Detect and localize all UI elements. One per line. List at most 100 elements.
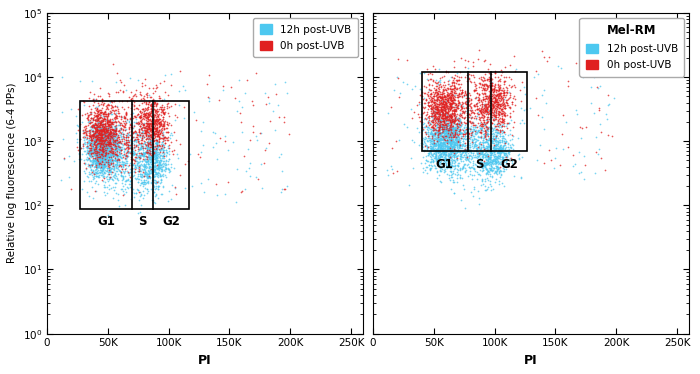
Point <box>437 92 448 98</box>
Point <box>446 119 457 125</box>
Point <box>92 130 104 136</box>
Point <box>99 116 110 122</box>
Point <box>439 142 450 148</box>
Point <box>102 134 113 140</box>
Point <box>134 183 146 188</box>
Point <box>406 155 417 161</box>
Point <box>414 118 426 124</box>
Point <box>447 100 458 106</box>
Point <box>430 145 441 151</box>
Point <box>93 116 104 122</box>
Point <box>99 151 110 157</box>
Point <box>437 115 448 121</box>
Point <box>435 152 446 158</box>
Point <box>475 150 486 156</box>
Point <box>456 82 467 88</box>
Point <box>480 95 491 101</box>
Point <box>90 120 101 126</box>
Point <box>427 127 438 133</box>
Point <box>94 120 105 126</box>
Point <box>491 121 503 127</box>
Point <box>494 133 505 139</box>
Point <box>567 163 578 169</box>
Point <box>110 143 121 149</box>
Point <box>422 99 433 105</box>
Point <box>139 153 150 159</box>
Point <box>425 110 436 116</box>
Point <box>99 113 111 119</box>
Point <box>102 141 113 147</box>
Point <box>104 142 116 148</box>
Point <box>145 127 156 133</box>
Point <box>440 96 451 102</box>
Point <box>148 141 159 147</box>
Point <box>475 135 486 141</box>
Point <box>131 164 142 170</box>
Point <box>448 141 459 147</box>
Point <box>438 145 449 151</box>
Point <box>94 158 106 164</box>
Point <box>426 132 438 138</box>
Point <box>104 127 116 133</box>
Point <box>432 162 443 168</box>
Point <box>94 126 106 132</box>
Point <box>80 128 92 134</box>
Point <box>91 96 102 102</box>
Point <box>196 128 207 134</box>
Point <box>113 146 124 152</box>
Point <box>122 148 133 154</box>
Point <box>478 58 489 64</box>
Point <box>219 138 230 144</box>
Point <box>142 174 153 180</box>
Point <box>109 138 120 144</box>
Point <box>113 139 124 145</box>
Point <box>445 143 456 149</box>
Point <box>140 180 151 186</box>
Point <box>398 121 409 127</box>
Point <box>99 157 111 163</box>
Point <box>102 150 113 156</box>
Point <box>494 144 505 150</box>
Point <box>438 84 449 90</box>
Point <box>445 129 456 135</box>
Point <box>480 96 491 102</box>
Point <box>425 150 436 156</box>
Point <box>153 186 164 192</box>
Point <box>444 168 456 174</box>
Point <box>85 149 96 155</box>
Point <box>94 132 106 138</box>
Point <box>127 138 138 144</box>
Point <box>93 163 104 169</box>
Point <box>493 102 504 108</box>
Point <box>99 135 111 141</box>
Point <box>146 128 158 134</box>
Point <box>470 95 482 101</box>
Point <box>130 91 141 97</box>
Point <box>444 104 455 110</box>
Point <box>147 145 158 151</box>
Point <box>438 143 449 149</box>
Point <box>155 145 167 151</box>
Point <box>88 134 99 140</box>
Point <box>145 156 156 162</box>
Point <box>102 159 113 165</box>
Point <box>111 104 122 110</box>
Point <box>490 141 501 147</box>
Point <box>468 87 480 93</box>
Point <box>447 122 458 128</box>
Point <box>496 161 507 167</box>
Point <box>433 117 444 123</box>
Point <box>141 154 152 160</box>
Point <box>155 158 167 164</box>
Point <box>425 149 436 155</box>
Point <box>435 140 446 146</box>
Point <box>531 68 542 74</box>
Point <box>427 127 438 133</box>
Point <box>134 146 145 152</box>
Point <box>92 127 103 133</box>
Point <box>491 167 503 173</box>
Point <box>444 117 455 123</box>
Point <box>158 142 169 148</box>
Point <box>444 106 456 112</box>
Point <box>164 132 176 138</box>
